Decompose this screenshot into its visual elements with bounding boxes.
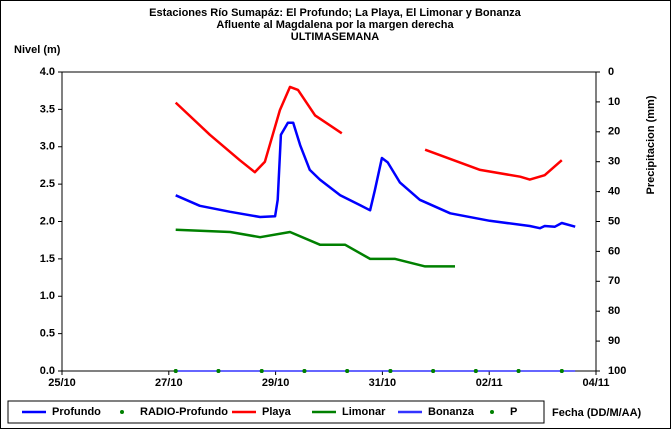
plot-area [61, 71, 597, 372]
x-tick-label: 27/10 [155, 377, 183, 389]
chart-subtitle: ULTIMASEMANA [291, 31, 379, 43]
chart-title: Estaciones Río Sumapáz: El Profundo; La … [149, 7, 522, 19]
data-line [175, 121, 576, 230]
data-point [259, 369, 264, 373]
y2-tick-label: 50 [608, 215, 620, 227]
x-tick-label: 29/10 [262, 377, 290, 389]
y2-tick-label: 70 [608, 275, 620, 287]
y2-tick-label: 40 [608, 186, 620, 198]
y-tick-label: 2.5 [40, 178, 55, 190]
legend [7, 400, 545, 424]
y-tick-label: 0.0 [40, 365, 55, 377]
y2-tick-label: 0 [608, 66, 614, 78]
y2-tick-label: 80 [608, 305, 620, 317]
legend-label: Bonanza [428, 406, 475, 418]
y2-tick-label: 90 [608, 335, 620, 347]
chart-subtitle: Afluente al Magdalena por la margen dere… [216, 19, 454, 31]
data-point [516, 369, 521, 373]
data-point [559, 369, 564, 373]
x-tick-label: 02/11 [476, 377, 503, 389]
y-tick-label: 2.0 [40, 215, 55, 227]
data-point [473, 369, 478, 373]
legend-swatch [490, 410, 494, 414]
y-tick-label: 4.0 [40, 66, 55, 78]
data-point [388, 369, 393, 373]
y2-tick-label: 60 [608, 245, 620, 257]
y2-tick-label: 10 [608, 96, 620, 108]
y2-tick-label: 100 [608, 365, 626, 377]
data-point [345, 369, 350, 373]
y2-axis-label: Precipitacion (mm) [645, 95, 657, 194]
data-point [302, 369, 307, 373]
data-line [175, 228, 455, 268]
y-axis-label: Nivel (m) [14, 44, 61, 56]
data-point [216, 369, 221, 373]
legend-label: Profundo [52, 406, 101, 418]
y-tick-label: 1.5 [40, 253, 55, 265]
y-tick-label: 1.0 [40, 290, 55, 302]
legend-swatch [120, 410, 124, 414]
data-line [174, 85, 563, 181]
legend-label: RADIO-Profundo [140, 406, 228, 418]
y2-tick-label: 20 [608, 126, 620, 138]
x-tick-label: 04/11 [583, 377, 610, 389]
legend-label: Limonar [342, 406, 386, 418]
y-tick-label: 0.5 [40, 328, 55, 340]
x-tick-label: 31/10 [369, 377, 397, 389]
y2-tick-label: 30 [608, 156, 620, 168]
legend-label: Playa [262, 406, 292, 418]
data-point [173, 369, 178, 373]
legend-label: P [510, 406, 517, 418]
y-tick-label: 3.5 [40, 103, 55, 115]
x-axis-label: Fecha (DD/M/AA) [552, 407, 642, 419]
data-point [431, 369, 436, 373]
y-tick-label: 3.0 [40, 141, 55, 153]
x-tick-label: 25/10 [48, 377, 76, 389]
